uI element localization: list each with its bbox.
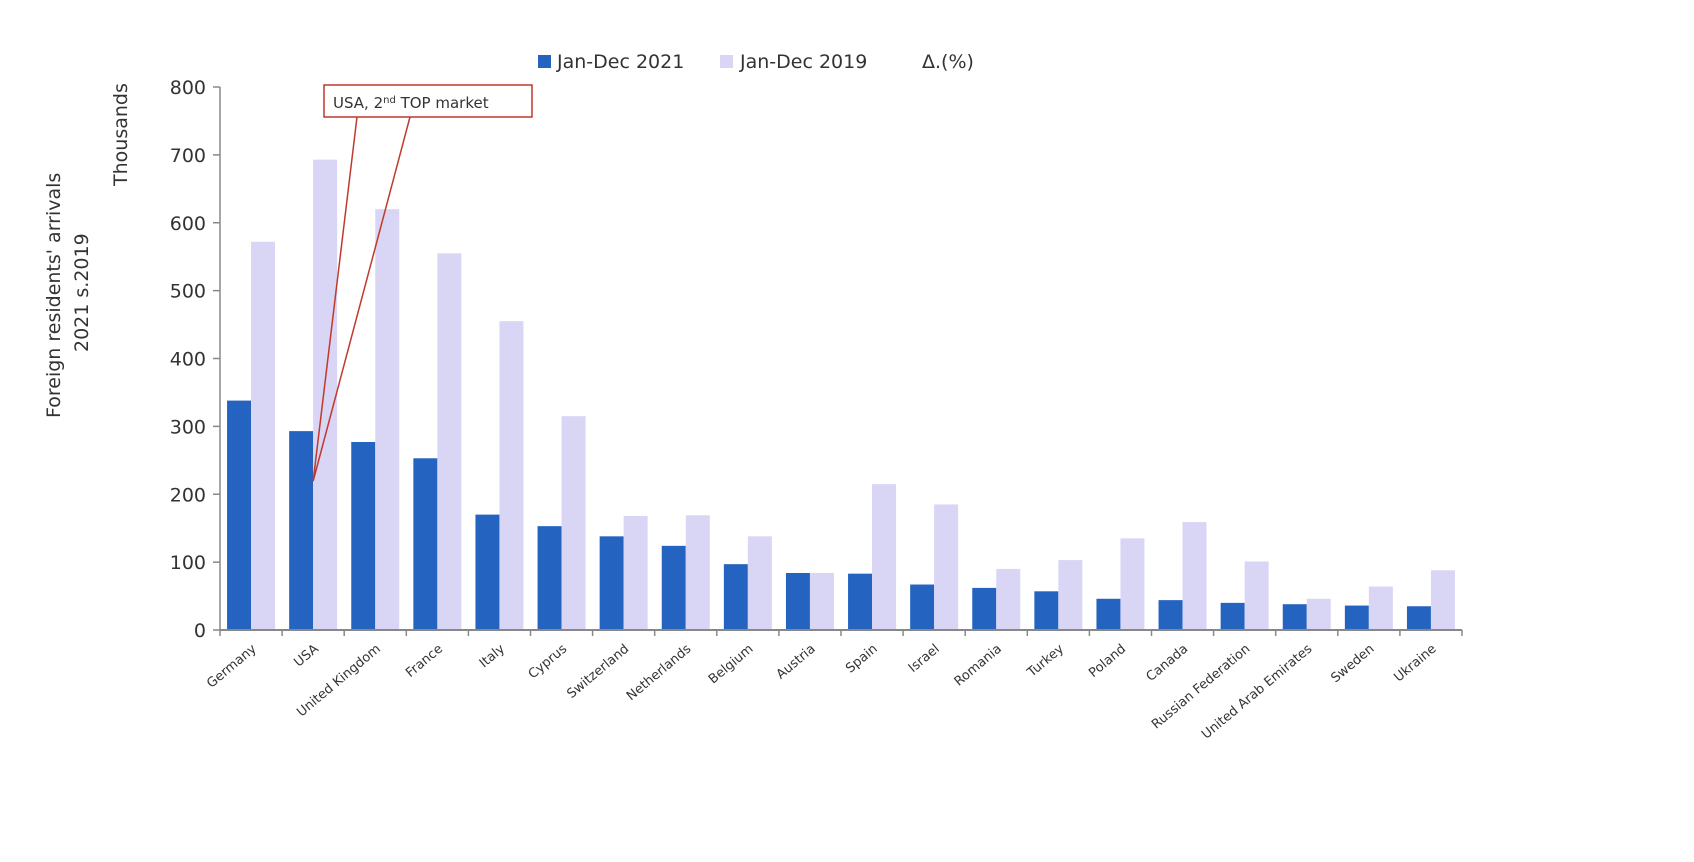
bar-2019-12 <box>996 568 1021 630</box>
bar-2019-2 <box>375 209 400 631</box>
bar-2019-16 <box>1244 561 1269 630</box>
category-label: USA <box>291 642 321 671</box>
y-axis-unit-label: Thousands <box>110 83 132 187</box>
bar-2021-2 <box>351 441 376 630</box>
bar-2019-18 <box>1368 586 1393 630</box>
bars <box>227 159 1455 631</box>
y-tick-label: 600 <box>170 213 206 235</box>
y-axis-title-line1: Foreign residents' arrivals <box>43 173 65 418</box>
bar-2019-17 <box>1306 598 1331 630</box>
bar-2019-7 <box>685 515 710 630</box>
bar-2021-6 <box>599 536 624 630</box>
y-tick-label: 500 <box>170 281 206 303</box>
bar-2021-16 <box>1220 602 1245 630</box>
y-tick-label: 400 <box>170 349 206 371</box>
category-label: Belgium <box>706 642 756 688</box>
category-label: United Arab Emirates <box>1199 641 1315 742</box>
bar-2019-1 <box>313 159 338 630</box>
bar-2019-19 <box>1430 570 1455 630</box>
annotation-text-tail: TOP market <box>396 94 489 112</box>
category-label: Netherlands <box>624 641 695 704</box>
legend-swatch-2021 <box>538 55 551 68</box>
bar-2019-13 <box>1058 560 1083 630</box>
bar-2019-15 <box>1182 522 1207 630</box>
bar-2021-13 <box>1034 591 1059 630</box>
bar-2021-9 <box>785 572 810 630</box>
category-label: Romania <box>952 642 1005 690</box>
bar-2019-5 <box>561 416 586 630</box>
y-tick-label: 700 <box>170 145 206 167</box>
annotation-pointer <box>312 116 411 482</box>
bar-2021-7 <box>661 545 686 630</box>
y-axis: 0 100 200 300 400 500 600 700 800 <box>170 77 221 642</box>
category-label: Turkey <box>1024 641 1067 681</box>
bar-2021-10 <box>848 573 873 630</box>
bar-2021-8 <box>723 564 748 630</box>
category-label: Italy <box>477 641 508 671</box>
bar-2021-17 <box>1282 604 1307 630</box>
bar-2019-10 <box>872 484 897 630</box>
category-label: Austria <box>774 642 819 683</box>
bar-2021-15 <box>1158 600 1183 630</box>
bar-2019-11 <box>934 504 959 630</box>
bar-2019-8 <box>747 536 772 630</box>
bar-2019-0 <box>251 241 276 630</box>
bar-2019-6 <box>623 515 648 630</box>
category-label: Germany <box>204 641 260 691</box>
bar-2021-3 <box>413 458 438 630</box>
bar-2021-1 <box>289 431 314 630</box>
y-tick-label: 100 <box>170 552 206 574</box>
bar-2021-11 <box>910 584 935 630</box>
bar-2019-14 <box>1120 538 1145 630</box>
category-label: France <box>403 642 446 681</box>
category-label: Canada <box>1144 642 1192 685</box>
annotation-text-main: USA, 2 <box>333 94 383 112</box>
y-tick-label: 0 <box>194 620 206 642</box>
bar-2021-19 <box>1406 606 1431 630</box>
bar-2021-14 <box>1096 598 1121 630</box>
category-label: Poland <box>1086 642 1129 681</box>
annotation-box <box>323 84 533 118</box>
annotation-callout: USA, 2nd TOP market <box>312 84 533 482</box>
y-tick-label: 300 <box>170 416 206 438</box>
category-label: Spain <box>843 642 880 677</box>
category-label: Ukraine <box>1391 642 1439 686</box>
category-label: Sweden <box>1328 642 1377 687</box>
bar-2019-4 <box>499 321 524 630</box>
category-label: Israel <box>906 642 943 676</box>
y-axis-title-line2: 2021 s.2019 <box>71 233 93 352</box>
legend-swatch-2019 <box>720 55 733 68</box>
y-tick-label: 800 <box>170 77 206 99</box>
legend: Jan-Dec 2021 Jan-Dec 2019 Δ.(%) <box>538 51 974 73</box>
legend-label-2021: Jan-Dec 2021 <box>556 51 684 73</box>
bar-2019-3 <box>437 253 462 630</box>
y-tick-label: 200 <box>170 484 206 506</box>
category-label: Switzerland <box>564 642 632 702</box>
bar-2021-5 <box>537 526 562 630</box>
bar-2019-9 <box>809 572 834 630</box>
bar-2021-4 <box>475 514 500 630</box>
bar-2021-0 <box>227 400 252 630</box>
x-axis <box>219 629 1463 636</box>
annotation-text: USA, 2nd TOP market <box>333 94 489 112</box>
annotation-text-sup: nd <box>383 95 396 106</box>
category-label: Cyprus <box>526 641 571 682</box>
legend-label-delta: Δ.(%) <box>922 51 974 73</box>
bar-2021-18 <box>1344 605 1369 630</box>
legend-label-2019: Jan-Dec 2019 <box>739 51 867 73</box>
bar-2021-12 <box>972 587 997 630</box>
